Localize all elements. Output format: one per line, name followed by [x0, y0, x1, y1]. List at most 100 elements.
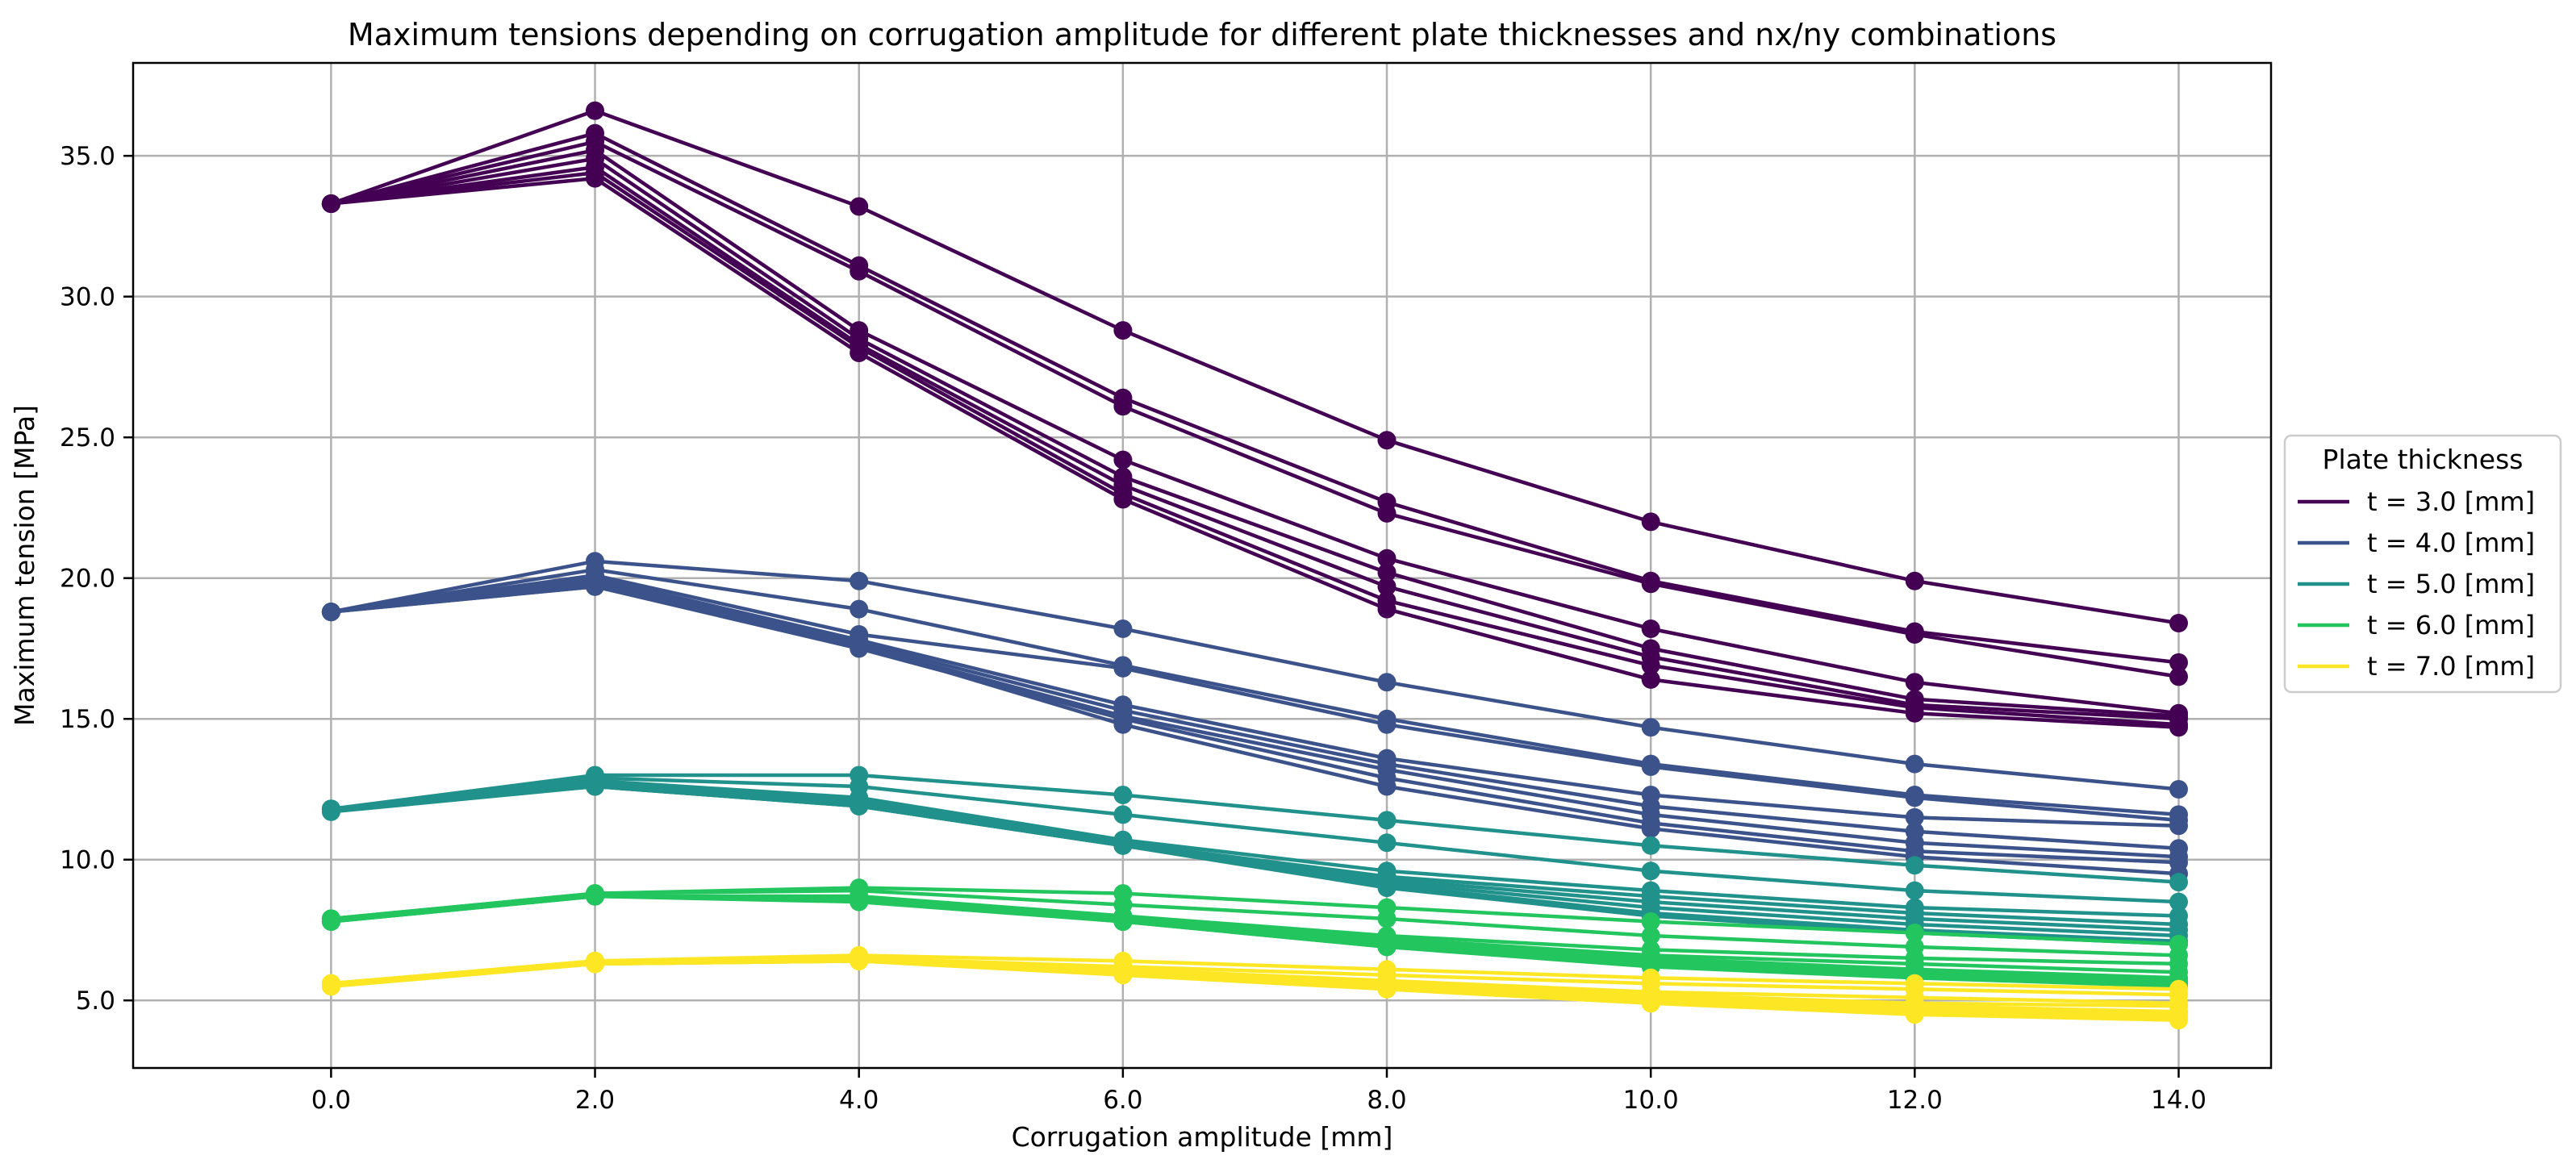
data-point: [1641, 836, 1660, 855]
data-point: [1113, 912, 1133, 931]
y-tick-label: 35.0: [60, 142, 115, 171]
y-tick-label: 25.0: [60, 423, 115, 453]
series-line: [331, 582, 2179, 859]
series-line: [331, 773, 2179, 884]
y-axis: 5.0 10.0 15.0 20.0 25.0 30.0 35.0: [60, 142, 133, 1016]
x-tick-label: 2.0: [575, 1086, 615, 1115]
data-point: [1905, 881, 1924, 900]
data-point: [1377, 811, 1397, 830]
series-line: [331, 778, 2179, 918]
legend-entries: t = 3.0 [mm] t = 4.0 [mm] t = 5.0 [mm] t = …: [2298, 486, 2535, 682]
data-point: [1641, 670, 1660, 689]
series-line: [331, 156, 2179, 718]
series-layer: [321, 101, 2188, 1030]
data-point: [1113, 321, 1133, 340]
data-point: [1641, 994, 1660, 1013]
series-group-1: [321, 101, 2188, 737]
legend: Plate thickness t = 3.0 [mm] t = 4.0 [mm]…: [2283, 434, 2562, 694]
series-line: [331, 573, 2179, 823]
data-point: [1377, 878, 1397, 898]
data-point: [1377, 599, 1397, 619]
data-point: [2169, 873, 2188, 892]
data-point: [1377, 563, 1397, 582]
data-point: [1377, 777, 1397, 796]
y-axis-label: Maximum tension [MPa]: [9, 405, 40, 726]
chart-title: Maximum tensions depending on corrugatio…: [348, 17, 2056, 52]
series-line: [331, 782, 2179, 932]
data-point: [2169, 816, 2188, 836]
y-tick-label: 5.0: [76, 987, 115, 1016]
data-point: [1905, 807, 1924, 827]
legend-label: t = 3.0 [mm]: [2367, 486, 2535, 517]
series-line: [331, 567, 2179, 817]
series-line: [331, 170, 2179, 727]
data-point: [1113, 397, 1133, 416]
series-line: [331, 888, 2179, 957]
series-group-5: [321, 945, 2188, 1030]
data-point: [1113, 715, 1133, 734]
series-line: [330, 131, 2179, 665]
data-point: [1377, 979, 1397, 999]
series-line: [330, 559, 2179, 791]
legend-label: t = 6.0 [mm]: [2367, 610, 2535, 640]
data-point: [2169, 780, 2188, 799]
plot-frame: [132, 61, 2273, 1070]
data-point: [1113, 658, 1133, 678]
data-point: [1905, 856, 1924, 875]
grid: [133, 63, 2271, 1068]
series-line: [331, 956, 2179, 1005]
data-point: [850, 344, 869, 362]
data-point: [1377, 715, 1397, 734]
series-line: [331, 894, 2179, 989]
data-point: [850, 892, 869, 911]
series-line: [331, 776, 2179, 904]
data-point: [1641, 512, 1660, 532]
data-point: [850, 571, 869, 590]
data-point: [850, 197, 869, 216]
data-point: [321, 912, 340, 931]
legend-box: [2283, 434, 2562, 694]
data-point: [586, 577, 604, 596]
data-point: [1905, 754, 1924, 774]
data-point: [850, 599, 869, 619]
data-point: [1377, 577, 1397, 596]
data-point: [1641, 819, 1660, 838]
data-point: [1905, 924, 1924, 942]
y-tick-label: 20.0: [60, 565, 115, 594]
data-point: [321, 977, 340, 996]
data-point: [1377, 833, 1397, 853]
y-tick-label: 30.0: [60, 283, 115, 312]
data-point: [586, 777, 604, 796]
x-tick-label: 14.0: [2151, 1086, 2207, 1115]
data-point: [586, 954, 604, 974]
x-tick-label: 0.0: [311, 1086, 351, 1115]
x-tick-label: 8.0: [1367, 1086, 1406, 1115]
data-point: [1641, 619, 1660, 638]
data-point: [1905, 571, 1924, 590]
data-point: [1905, 703, 1924, 723]
legend-label: t = 5.0 [mm]: [2367, 569, 2535, 599]
data-point: [1113, 450, 1133, 469]
data-point: [1377, 909, 1397, 928]
x-tick-label: 4.0: [839, 1086, 879, 1115]
data-point: [2169, 718, 2188, 737]
data-point: [1641, 861, 1660, 881]
series-group-3: [321, 765, 2188, 953]
y-tick-label: 15.0: [60, 705, 115, 734]
data-point: [2169, 892, 2188, 911]
x-tick-label: 10.0: [1623, 1086, 1679, 1115]
data-point: [586, 101, 604, 120]
series-group-2: [321, 552, 2188, 883]
data-point: [1377, 431, 1397, 450]
data-point: [1113, 619, 1133, 638]
legend-label: t = 4.0 [mm]: [2367, 528, 2535, 558]
data-point: [1905, 673, 1924, 692]
x-tick-label: 6.0: [1103, 1086, 1142, 1115]
data-point: [1377, 549, 1397, 568]
series-group-4: [321, 878, 2188, 996]
data-point: [1641, 656, 1660, 675]
series-line: [330, 140, 2179, 679]
legend-title: Plate thickness: [2323, 444, 2524, 475]
data-point: [1113, 490, 1133, 509]
